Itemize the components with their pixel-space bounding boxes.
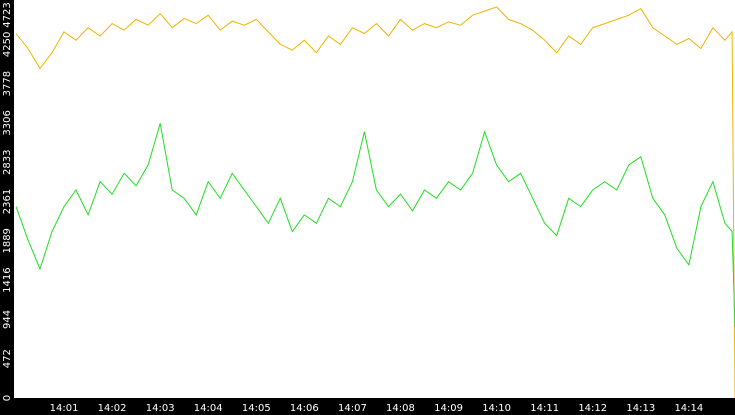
y-tick-label: 1889 [2, 228, 13, 253]
y-tick-label: 3778 [2, 71, 13, 96]
x-tick-label: 14:02 [98, 403, 127, 414]
y-tick-label: 944 [2, 310, 13, 329]
x-tick-label: 14:05 [242, 403, 271, 414]
x-tick-label: 14:09 [434, 403, 463, 414]
y-tick-label: 4250 [2, 32, 13, 57]
y-tick-label: 2361 [2, 189, 13, 214]
x-tick-label: 14:13 [626, 403, 655, 414]
x-axis-band [0, 398, 735, 415]
x-tick-label: 14:04 [194, 403, 223, 414]
y-tick-label: 4723 [2, 2, 13, 27]
x-tick-label: 14:01 [50, 403, 79, 414]
x-tick-label: 14:12 [578, 403, 607, 414]
x-tick-label: 14:14 [674, 403, 703, 414]
x-tick-label: 14:03 [146, 403, 175, 414]
y-tick-label: 2833 [2, 150, 13, 175]
x-tick-label: 14:08 [386, 403, 415, 414]
y-tick-label: 1416 [2, 267, 13, 292]
y-tick-label: 472 [2, 349, 13, 368]
series-line [15, 6, 735, 399]
x-tick-label: 14:07 [338, 403, 367, 414]
series-line [15, 123, 735, 328]
y-tick-label: 0 [2, 395, 13, 401]
x-tick-label: 14:06 [290, 403, 319, 414]
y-axis-band [0, 0, 14, 415]
x-tick-label: 14:11 [530, 403, 559, 414]
y-tick-label: 3306 [2, 110, 13, 135]
x-tick-label: 14:10 [482, 403, 511, 414]
